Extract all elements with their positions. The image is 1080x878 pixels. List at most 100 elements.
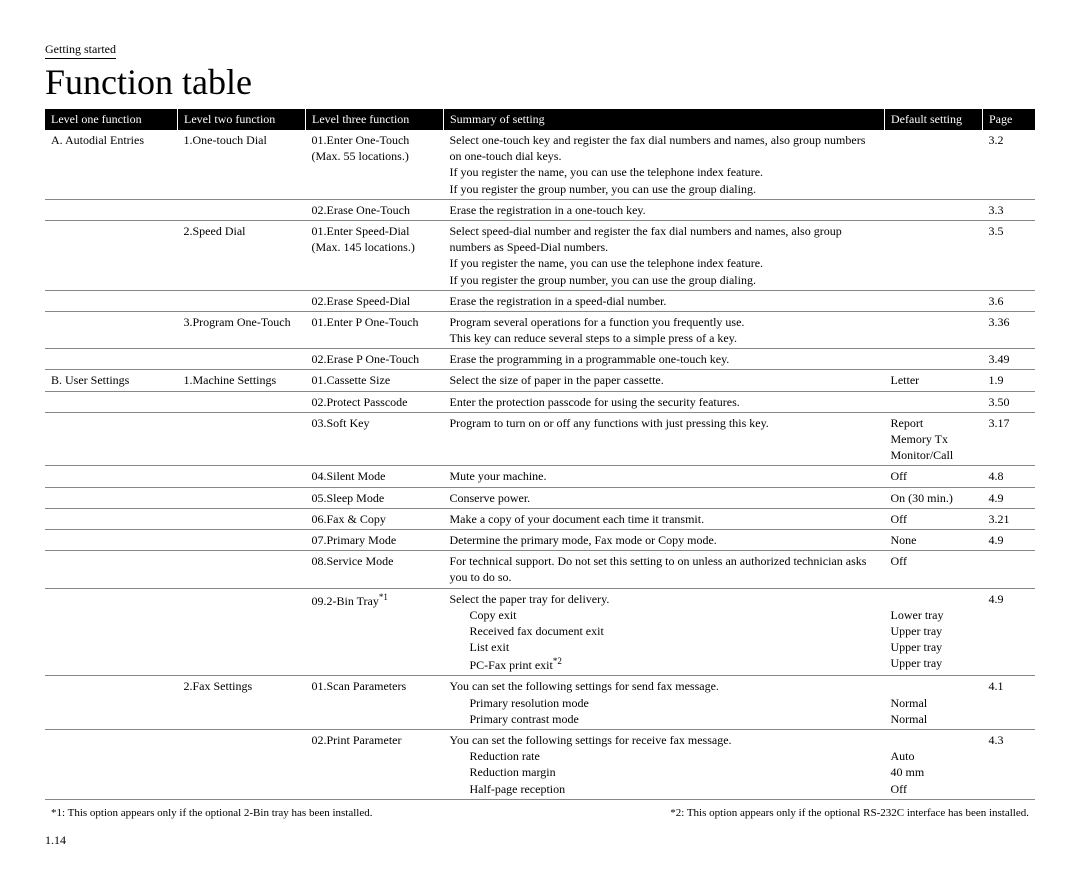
cell-level3: 02.Protect Passcode xyxy=(306,391,444,412)
cell-page: 4.9 xyxy=(983,529,1036,550)
cell-level2 xyxy=(178,466,306,487)
cell-level1 xyxy=(45,529,178,550)
cell-level1 xyxy=(45,676,178,730)
cell-level3: 08.Service Mode xyxy=(306,551,444,588)
cell-level2 xyxy=(178,551,306,588)
cell-page: 4.8 xyxy=(983,466,1036,487)
cell-page: 4.3 xyxy=(983,730,1036,800)
cell-summary: Select speed-dial number and register th… xyxy=(444,220,885,290)
cell-default: Off xyxy=(885,551,983,588)
cell-level3: 04.Silent Mode xyxy=(306,466,444,487)
cell-summary: Mute your machine. xyxy=(444,466,885,487)
cell-page: 4.9 xyxy=(983,487,1036,508)
cell-level3: 09.2-Bin Tray*1 xyxy=(306,588,444,676)
cell-page: 1.9 xyxy=(983,370,1036,391)
breadcrumb: Getting started xyxy=(45,42,116,59)
cell-summary: Determine the primary mode, Fax mode or … xyxy=(444,529,885,550)
cell-level1 xyxy=(45,730,178,800)
header-summary: Summary of setting xyxy=(444,109,885,130)
cell-level2: 2.Fax Settings xyxy=(178,676,306,730)
cell-default: Auto40 mmOff xyxy=(885,730,983,800)
cell-level2 xyxy=(178,349,306,370)
cell-level1 xyxy=(45,466,178,487)
page-number: 1.14 xyxy=(45,833,1035,848)
cell-level2 xyxy=(178,412,306,466)
cell-summary: Select the paper tray for delivery.Copy … xyxy=(444,588,885,676)
header-level1: Level one function xyxy=(45,109,178,130)
cell-page: 3.17 xyxy=(983,412,1036,466)
cell-level3: 02.Print Parameter xyxy=(306,730,444,800)
cell-level2 xyxy=(178,508,306,529)
cell-page: 3.3 xyxy=(983,199,1036,220)
cell-level1 xyxy=(45,311,178,348)
cell-level3: 05.Sleep Mode xyxy=(306,487,444,508)
cell-default: NormalNormal xyxy=(885,676,983,730)
cell-summary: Conserve power. xyxy=(444,487,885,508)
cell-page: 3.6 xyxy=(983,290,1036,311)
cell-page: 3.2 xyxy=(983,130,1036,199)
header-level3: Level three function xyxy=(306,109,444,130)
cell-default: Lower trayUpper trayUpper trayUpper tray xyxy=(885,588,983,676)
cell-summary: Select the size of paper in the paper ca… xyxy=(444,370,885,391)
header-default: Default setting xyxy=(885,109,983,130)
cell-summary: Erase the registration in a speed-dial n… xyxy=(444,290,885,311)
cell-summary: You can set the following settings for r… xyxy=(444,730,885,800)
cell-level1 xyxy=(45,391,178,412)
cell-default: Off xyxy=(885,466,983,487)
cell-page xyxy=(983,551,1036,588)
cell-page: 3.5 xyxy=(983,220,1036,290)
cell-level2 xyxy=(178,529,306,550)
cell-level1 xyxy=(45,551,178,588)
cell-default xyxy=(885,199,983,220)
cell-page: 3.49 xyxy=(983,349,1036,370)
function-table: Level one function Level two function Le… xyxy=(45,109,1035,800)
cell-level3: 02.Erase Speed-Dial xyxy=(306,290,444,311)
cell-level2: 3.Program One-Touch xyxy=(178,311,306,348)
cell-summary: Erase the registration in a one-touch ke… xyxy=(444,199,885,220)
cell-level2: 1.One-touch Dial xyxy=(178,130,306,199)
cell-level3: 07.Primary Mode xyxy=(306,529,444,550)
cell-level3: 01.Scan Parameters xyxy=(306,676,444,730)
cell-level3: 01.Enter P One-Touch xyxy=(306,311,444,348)
cell-level1 xyxy=(45,220,178,290)
cell-default xyxy=(885,311,983,348)
footnote-2: *2: This option appears only if the opti… xyxy=(520,806,1035,821)
cell-summary: Erase the programming in a programmable … xyxy=(444,349,885,370)
cell-level1 xyxy=(45,487,178,508)
cell-level1 xyxy=(45,349,178,370)
cell-summary: Program to turn on or off any functions … xyxy=(444,412,885,466)
cell-level2 xyxy=(178,290,306,311)
header-level2: Level two function xyxy=(178,109,306,130)
cell-page: 3.36 xyxy=(983,311,1036,348)
cell-default xyxy=(885,290,983,311)
cell-level3: 01.Enter One-Touch(Max. 55 locations.) xyxy=(306,130,444,199)
cell-level2 xyxy=(178,199,306,220)
cell-default xyxy=(885,391,983,412)
cell-level3: 01.Cassette Size xyxy=(306,370,444,391)
cell-level2 xyxy=(178,730,306,800)
header-page: Page xyxy=(983,109,1036,130)
cell-level1 xyxy=(45,508,178,529)
cell-summary: For technical support. Do not set this s… xyxy=(444,551,885,588)
cell-default: Off xyxy=(885,508,983,529)
cell-level2 xyxy=(178,487,306,508)
cell-level1 xyxy=(45,290,178,311)
cell-default: ReportMemory TxMonitor/Call xyxy=(885,412,983,466)
cell-level3: 02.Erase P One-Touch xyxy=(306,349,444,370)
cell-level1 xyxy=(45,412,178,466)
cell-default xyxy=(885,349,983,370)
cell-summary: Make a copy of your document each time i… xyxy=(444,508,885,529)
cell-page: 3.21 xyxy=(983,508,1036,529)
cell-level1 xyxy=(45,199,178,220)
page-title: Function table xyxy=(45,61,1035,103)
cell-summary: Enter the protection passcode for using … xyxy=(444,391,885,412)
cell-level3: 03.Soft Key xyxy=(306,412,444,466)
cell-level2: 1.Machine Settings xyxy=(178,370,306,391)
cell-page: 3.50 xyxy=(983,391,1036,412)
cell-level2: 2.Speed Dial xyxy=(178,220,306,290)
cell-level1: A. Autodial Entries xyxy=(45,130,178,199)
cell-level3: 01.Enter Speed-Dial(Max. 145 locations.) xyxy=(306,220,444,290)
cell-summary: Select one-touch key and register the fa… xyxy=(444,130,885,199)
cell-level3: 06.Fax & Copy xyxy=(306,508,444,529)
cell-summary: You can set the following settings for s… xyxy=(444,676,885,730)
